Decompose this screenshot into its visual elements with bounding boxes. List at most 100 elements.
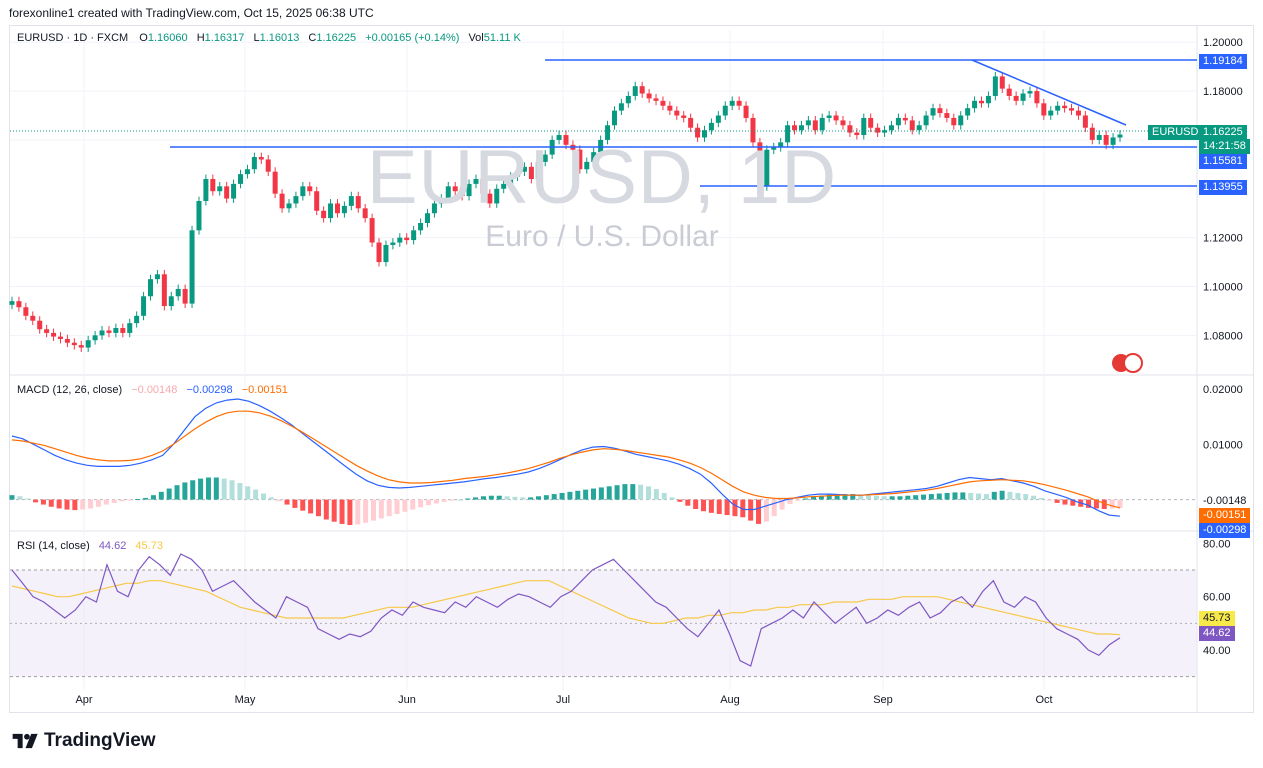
macd-histogram-bar [174,485,180,500]
legend-c-label: C [308,32,317,44]
macd-histogram-bar [363,499,369,523]
macd-line-value: −0.00298 [186,384,233,396]
macd-histogram-bar [858,494,864,500]
candle-body [78,345,84,348]
candle-body [542,154,548,162]
legend-high: 1.16317 [204,32,245,44]
macd-histogram-bar [520,497,526,500]
candle-body [501,183,507,189]
macd-histogram-bar [64,499,70,510]
macd-histogram-bar [370,499,376,521]
candle-body [798,125,804,131]
legend-symbol[interactable]: EURUSD · 1D · FXCM [17,32,129,44]
candle-body [362,208,368,219]
candle-body [106,330,112,333]
macd-histogram-bar [496,495,502,500]
candle-body [1117,134,1123,138]
rsi-ma-value: 45.73 [135,540,163,552]
macd-histogram-bar [488,495,494,500]
macd-histogram-bar [1054,499,1060,503]
candle-body [535,161,541,180]
us-eu-flag-icon [1112,353,1143,373]
candle-body [1096,135,1102,140]
macd-histogram-bar [779,499,785,510]
candle-body [992,76,998,96]
macd-histogram-bar [323,499,329,520]
candle-body [459,191,465,197]
macd-histogram-bar [433,499,439,504]
chart-frame[interactable] [9,25,1254,713]
candle-body [868,117,874,128]
macd-histogram-bar [339,499,345,524]
macd-histogram-bar [638,484,644,500]
macd-histogram-bar [551,494,557,500]
candle-body [646,93,652,99]
time-tick-label: Jun [398,694,416,706]
macd-histogram-bar [842,494,848,500]
brand-name: TradingView [44,730,156,751]
macd-signal-value: −0.00151 [241,384,288,396]
candle-body [99,330,105,336]
time-tick-label: Oct [1035,694,1052,706]
macd-histogram-bar [221,478,227,500]
macd-histogram-bar [378,499,384,519]
macd-histogram-bar [606,486,612,500]
macd-histogram-bar [991,491,997,500]
macd-histogram-bar [1031,495,1037,500]
macd-histogram-bar [260,493,266,500]
candle-body [334,203,340,214]
candle-body [861,117,867,136]
macd-histogram-bar [724,499,730,516]
macd-histogram-bar [897,496,903,500]
candle-body [210,179,216,192]
rsi-band-layer [10,569,1197,678]
macd-histogram-bar [103,499,109,505]
candle-body [487,193,493,204]
macd-histogram-bar [253,489,259,500]
candle-body [999,76,1005,89]
candle-body [71,342,77,346]
macd-histogram-bar [952,492,958,500]
candle-body [1041,103,1047,116]
candle-body [418,222,424,231]
candle-body [1089,127,1095,140]
candle-body [916,125,922,131]
macd-histogram-bar [198,478,204,500]
candle-body [515,171,521,177]
candle-body [307,186,313,192]
candle-body [805,120,811,126]
candle-body [674,110,680,116]
macd-histogram-bar [661,492,667,500]
candle-body [258,157,264,160]
macd-histogram-bar [315,499,321,517]
candle-body [854,132,860,136]
candle-body [972,100,978,109]
candle-body [632,86,638,96]
candle-body [300,186,306,197]
rsi-line [11,553,1121,667]
macd-histogram-bar [449,499,455,501]
candle-body [1013,95,1019,101]
brand[interactable]: TradingView [12,730,156,752]
candle-body [826,115,832,118]
candle-body [217,186,223,192]
candle-body [639,86,645,94]
candle-body [985,95,991,104]
candle-body [937,108,943,114]
legend-h-label: H [196,32,205,44]
macd-histogram-bar [504,496,510,500]
macd-histogram-bar [1007,491,1013,500]
candle-body [1027,91,1033,94]
indicator-lines [11,398,1121,667]
macd-histogram-bar [881,496,887,500]
macd-title[interactable]: MACD (12, 26, close) [17,384,123,396]
candle-body [355,196,361,209]
macd-histogram-bar [677,499,683,502]
candle-body [92,335,98,341]
macd-histogram-bar [1023,494,1029,500]
rsi-title[interactable]: RSI (14, close) [17,540,90,552]
macd-histogram-bar [921,494,927,500]
macd-histogram-bar [653,489,659,500]
candle-body [390,242,396,245]
